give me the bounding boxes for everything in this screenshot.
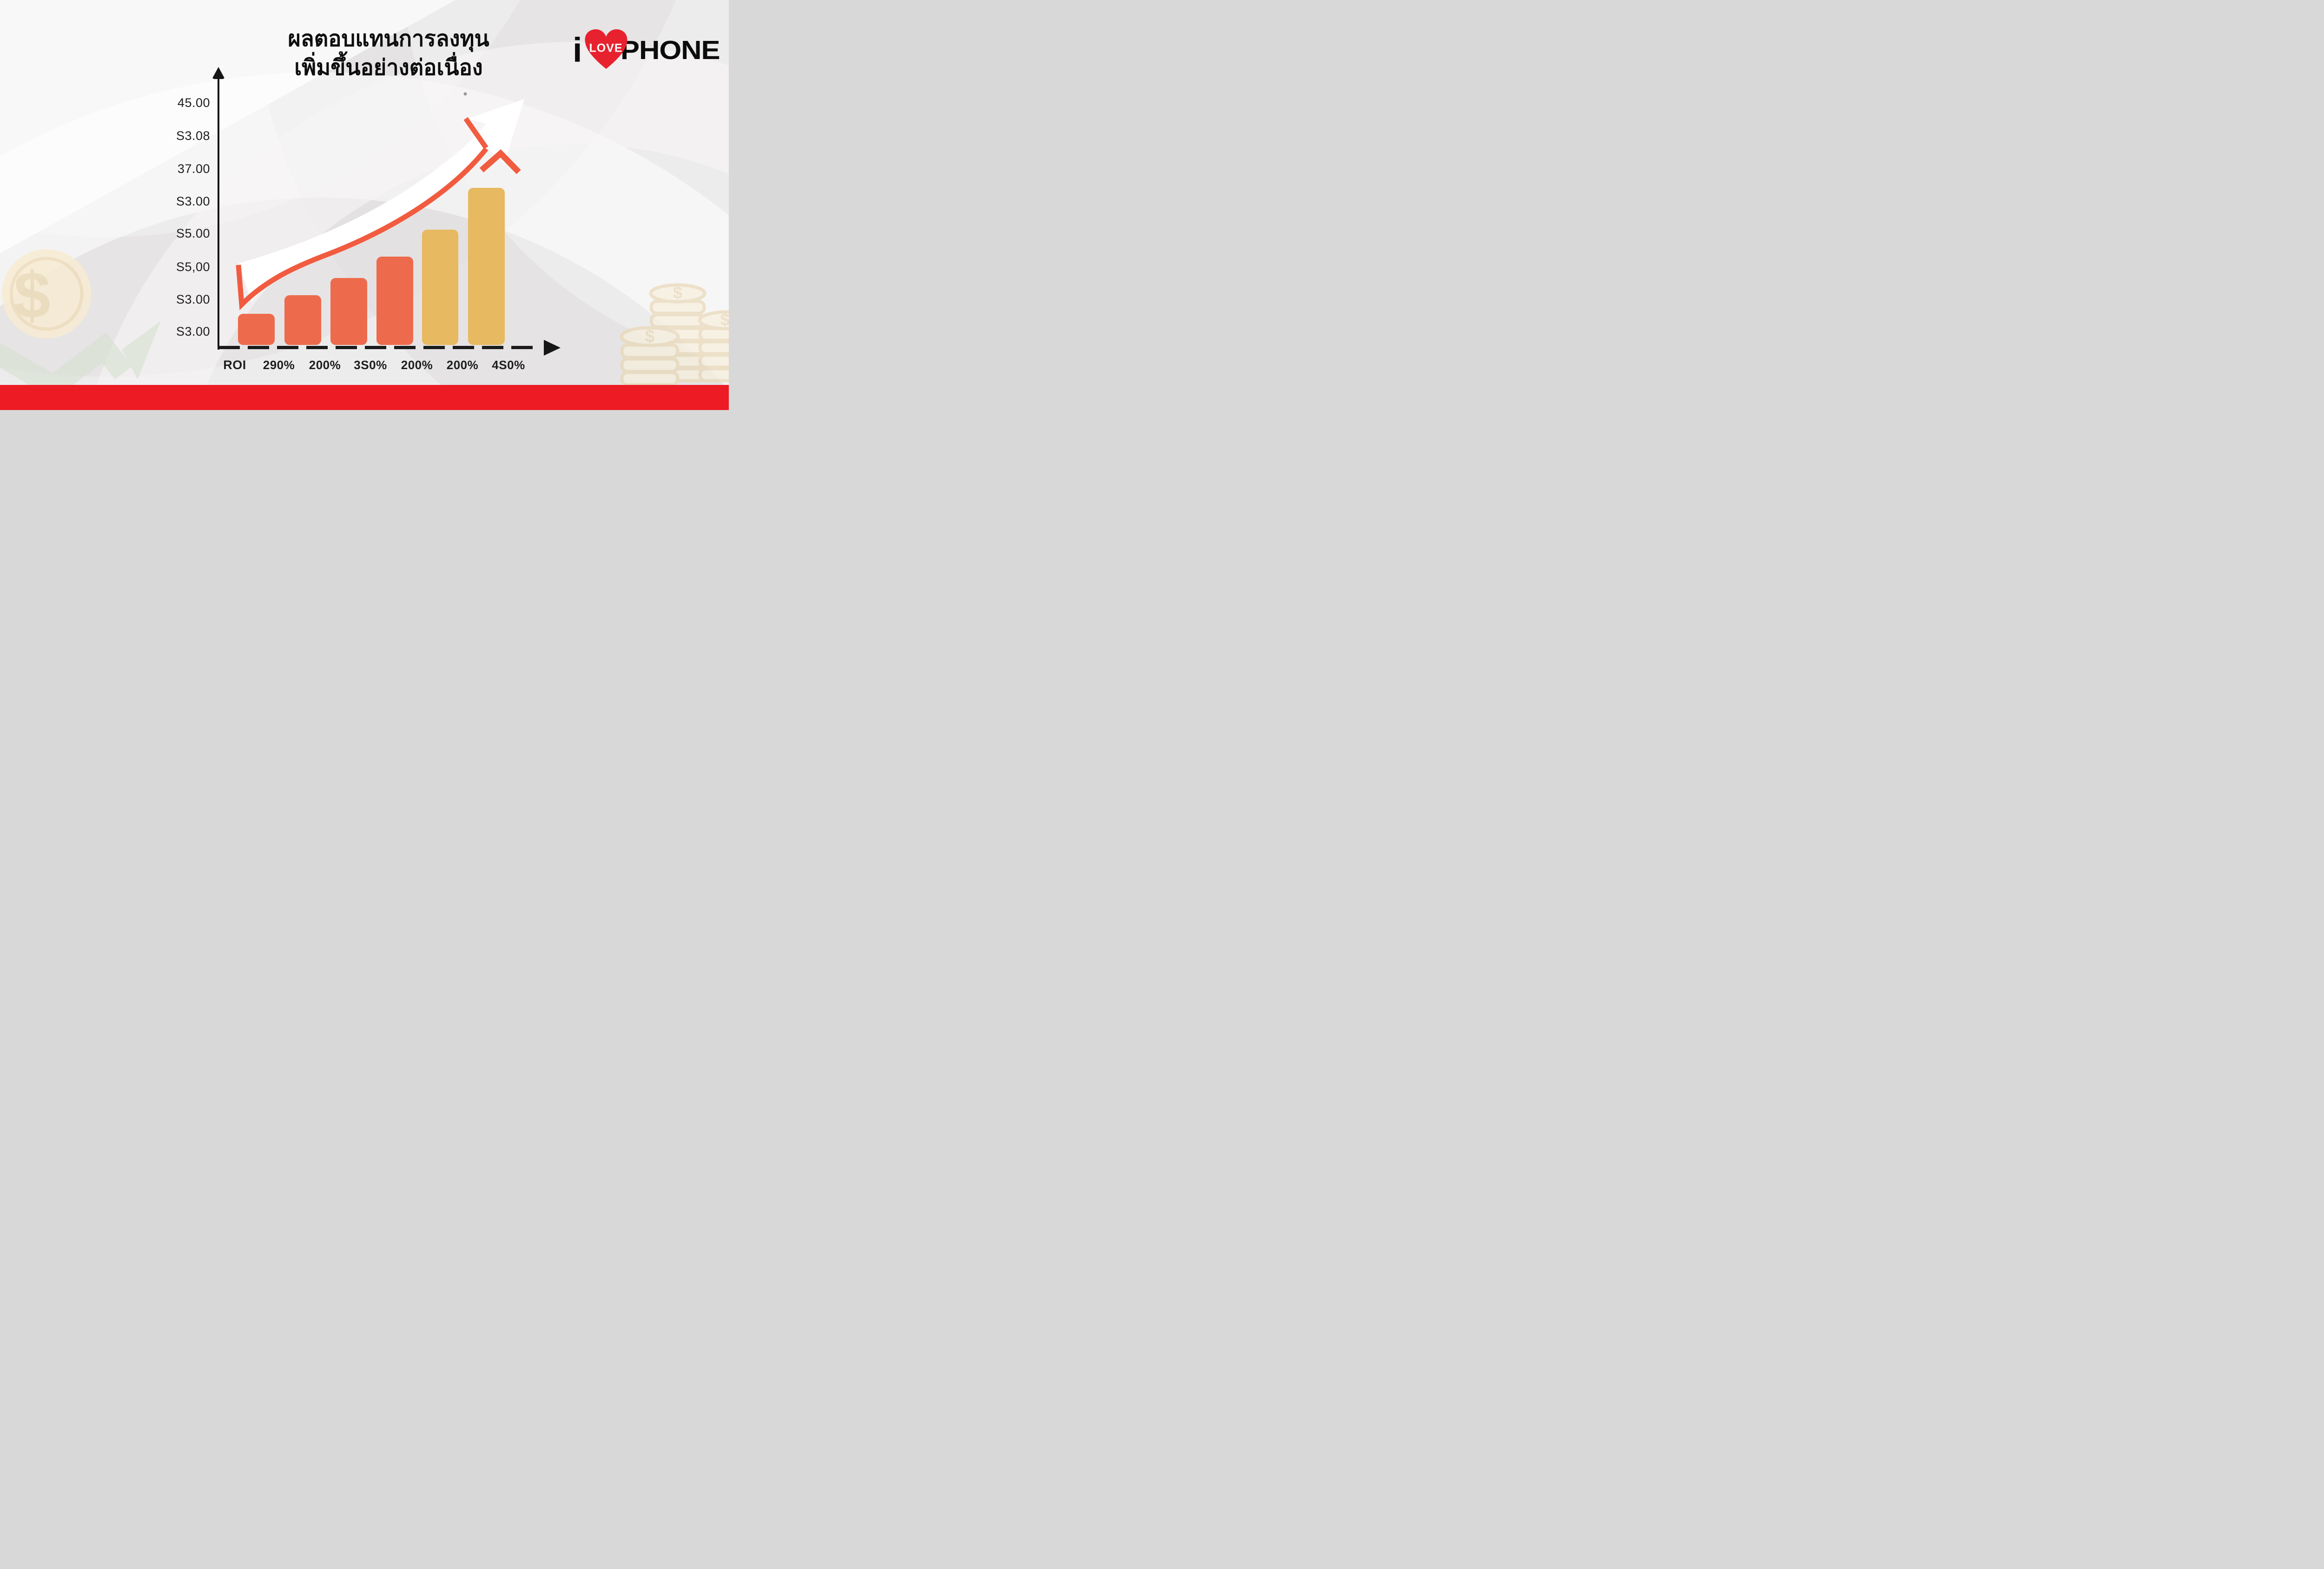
dollar-icon: $	[673, 283, 682, 302]
x-tick-label: 200%	[309, 358, 341, 372]
y-tick-label: S3.00	[176, 324, 210, 338]
bar-1	[238, 314, 275, 345]
dollar-icon: $	[645, 327, 654, 346]
bar-3	[330, 278, 367, 345]
background-swirls	[0, 0, 729, 410]
speck-dot	[463, 92, 467, 96]
y-tick-label: S5.00	[176, 226, 210, 240]
brand-logo: i LOVE PHONE	[573, 29, 720, 72]
page-title: ผลตอบแทนการลงทุน เพิ่มขึ้นอย่างต่อเนื่อง	[175, 24, 602, 82]
title-line-1: ผลตอบแทนการลงทุน	[288, 26, 489, 51]
x-tick-label: 290%	[263, 358, 295, 372]
y-tick-label: S3.08	[176, 129, 210, 143]
y-axis-arrowhead	[212, 67, 225, 79]
x-tick-label: 4S0%	[492, 358, 525, 372]
logo-love-text: LOVE	[589, 41, 623, 55]
heart-icon: LOVE	[583, 29, 629, 71]
coin-stacks-decoration-right: $ $ $	[620, 283, 729, 387]
bar-4	[376, 257, 413, 345]
bar-6	[468, 188, 505, 345]
x-axis-arrowhead	[544, 340, 561, 356]
x-tick-label: 3S0%	[354, 358, 387, 372]
x-axis-title: ROI	[223, 358, 246, 372]
bar-2	[284, 295, 321, 345]
green-trend-arrow-decoration	[0, 321, 161, 400]
y-tick-label: 45.00	[177, 96, 210, 110]
y-tick-label: 37.00	[177, 162, 210, 176]
logo-phone-text: PHONE	[620, 35, 720, 65]
dollar-icon: $	[14, 258, 51, 332]
y-tick-label: S5,00	[176, 260, 210, 274]
coin-decoration-left: $	[2, 249, 91, 338]
y-axis-line	[218, 77, 219, 350]
footer-red-band	[0, 385, 729, 410]
x-axis-line	[218, 346, 539, 349]
dollar-icon: $	[720, 310, 729, 329]
infographic-canvas: $ $ $	[0, 0, 729, 410]
trend-arrow	[236, 92, 524, 311]
logo-i-text: i	[573, 31, 582, 69]
y-tick-label: S3.00	[176, 194, 210, 208]
x-tick-label: 200%	[401, 358, 433, 372]
y-tick-label: S3.00	[176, 292, 210, 306]
x-tick-label: 200%	[446, 358, 479, 372]
bar-5	[422, 230, 458, 345]
title-line-2: เพิ่มขึ้นอย่างต่อเนื่อง	[294, 55, 483, 79]
